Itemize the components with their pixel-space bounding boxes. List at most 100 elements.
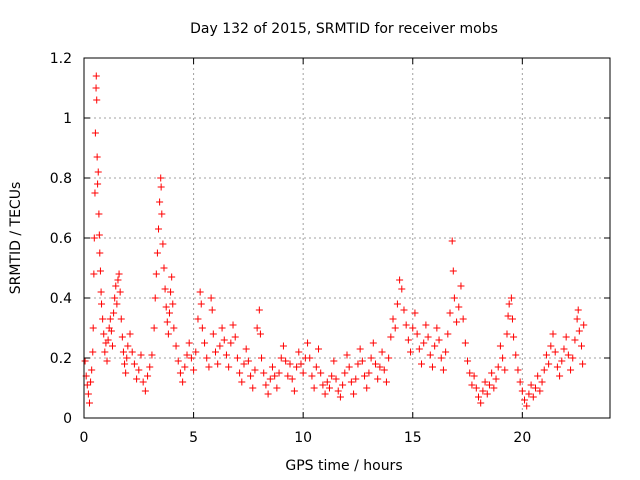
data-point — [93, 96, 101, 104]
data-point — [233, 354, 241, 362]
data-point — [144, 372, 152, 380]
data-point — [91, 189, 99, 197]
data-point — [275, 369, 283, 377]
data-point — [564, 351, 572, 359]
data-point — [549, 330, 557, 338]
data-point — [205, 363, 213, 371]
y-tick-labels: 0 0.2 0.4 0.6 0.8 1 1.2 — [50, 51, 72, 427]
data-point — [157, 183, 165, 191]
data-point — [92, 72, 100, 80]
data-point — [475, 393, 482, 401]
data-point — [88, 366, 96, 374]
data-point — [407, 348, 415, 356]
data-point — [542, 351, 550, 359]
data-point — [428, 363, 436, 371]
data-point — [117, 315, 125, 323]
data-point — [453, 318, 461, 326]
data-point — [299, 369, 307, 377]
data-point — [130, 360, 138, 368]
data-point — [128, 348, 136, 356]
data-point — [159, 240, 167, 248]
data-point — [306, 354, 314, 362]
data-point — [369, 339, 377, 347]
data-point — [288, 375, 296, 383]
data-point — [262, 381, 270, 389]
data-point — [385, 354, 393, 362]
data-point — [222, 351, 230, 359]
data-point — [567, 366, 575, 374]
data-point — [354, 360, 362, 368]
data-point — [249, 384, 257, 392]
data-point — [208, 306, 216, 314]
data-point — [98, 300, 106, 308]
data-point — [158, 210, 166, 218]
data-point — [521, 396, 529, 404]
data-point — [336, 393, 344, 401]
data-point — [352, 375, 360, 383]
data-point — [284, 372, 292, 380]
data-point — [424, 333, 432, 341]
data-point — [183, 351, 191, 359]
data-point — [450, 294, 458, 302]
data-point — [361, 372, 369, 380]
data-point — [547, 342, 555, 350]
data-point — [479, 387, 487, 395]
data-point — [279, 342, 287, 350]
data-point — [216, 342, 224, 350]
data-point — [558, 357, 566, 365]
data-point — [330, 357, 338, 365]
data-point — [268, 363, 276, 371]
data-point — [150, 324, 158, 332]
data-point — [93, 153, 101, 161]
data-point — [260, 369, 268, 377]
data-point — [162, 303, 170, 311]
data-point — [95, 210, 103, 218]
data-point — [323, 378, 331, 386]
data-point — [485, 381, 493, 389]
data-point — [190, 366, 198, 374]
data-point — [312, 363, 320, 371]
data-point — [107, 327, 115, 335]
data-point — [310, 384, 318, 392]
data-point — [347, 378, 355, 386]
data-point — [89, 348, 97, 356]
data-point — [220, 336, 228, 344]
data-point — [111, 294, 119, 302]
data-point — [504, 312, 512, 320]
data-point — [350, 390, 358, 398]
data-point — [409, 324, 417, 332]
data-point — [378, 348, 386, 356]
data-point — [556, 372, 564, 380]
data-point — [170, 324, 178, 332]
data-point — [538, 378, 546, 386]
data-point — [580, 321, 588, 329]
data-point — [271, 372, 279, 380]
data-point — [426, 351, 434, 359]
data-point — [218, 324, 226, 332]
axis-ticks — [83, 57, 610, 419]
data-point — [244, 357, 252, 365]
data-point — [466, 369, 474, 377]
data-point — [402, 321, 410, 329]
data-point — [540, 366, 548, 374]
data-point — [104, 336, 112, 344]
data-point — [464, 357, 472, 365]
data-point — [560, 345, 568, 353]
y-tick-label: 0.4 — [50, 291, 72, 307]
data-point — [470, 372, 478, 380]
data-point — [553, 363, 561, 371]
data-point — [238, 378, 246, 386]
data-point — [273, 384, 281, 392]
data-point — [116, 288, 124, 296]
data-point — [363, 384, 371, 392]
data-point — [85, 399, 93, 407]
data-point — [179, 378, 187, 386]
data-point — [168, 273, 176, 281]
y-tick-label: 1.2 — [50, 51, 72, 67]
data-point — [411, 309, 419, 317]
data-point — [152, 270, 160, 278]
data-point — [367, 354, 375, 362]
data-point — [90, 234, 98, 242]
data-point — [97, 288, 105, 296]
data-point — [461, 339, 469, 347]
